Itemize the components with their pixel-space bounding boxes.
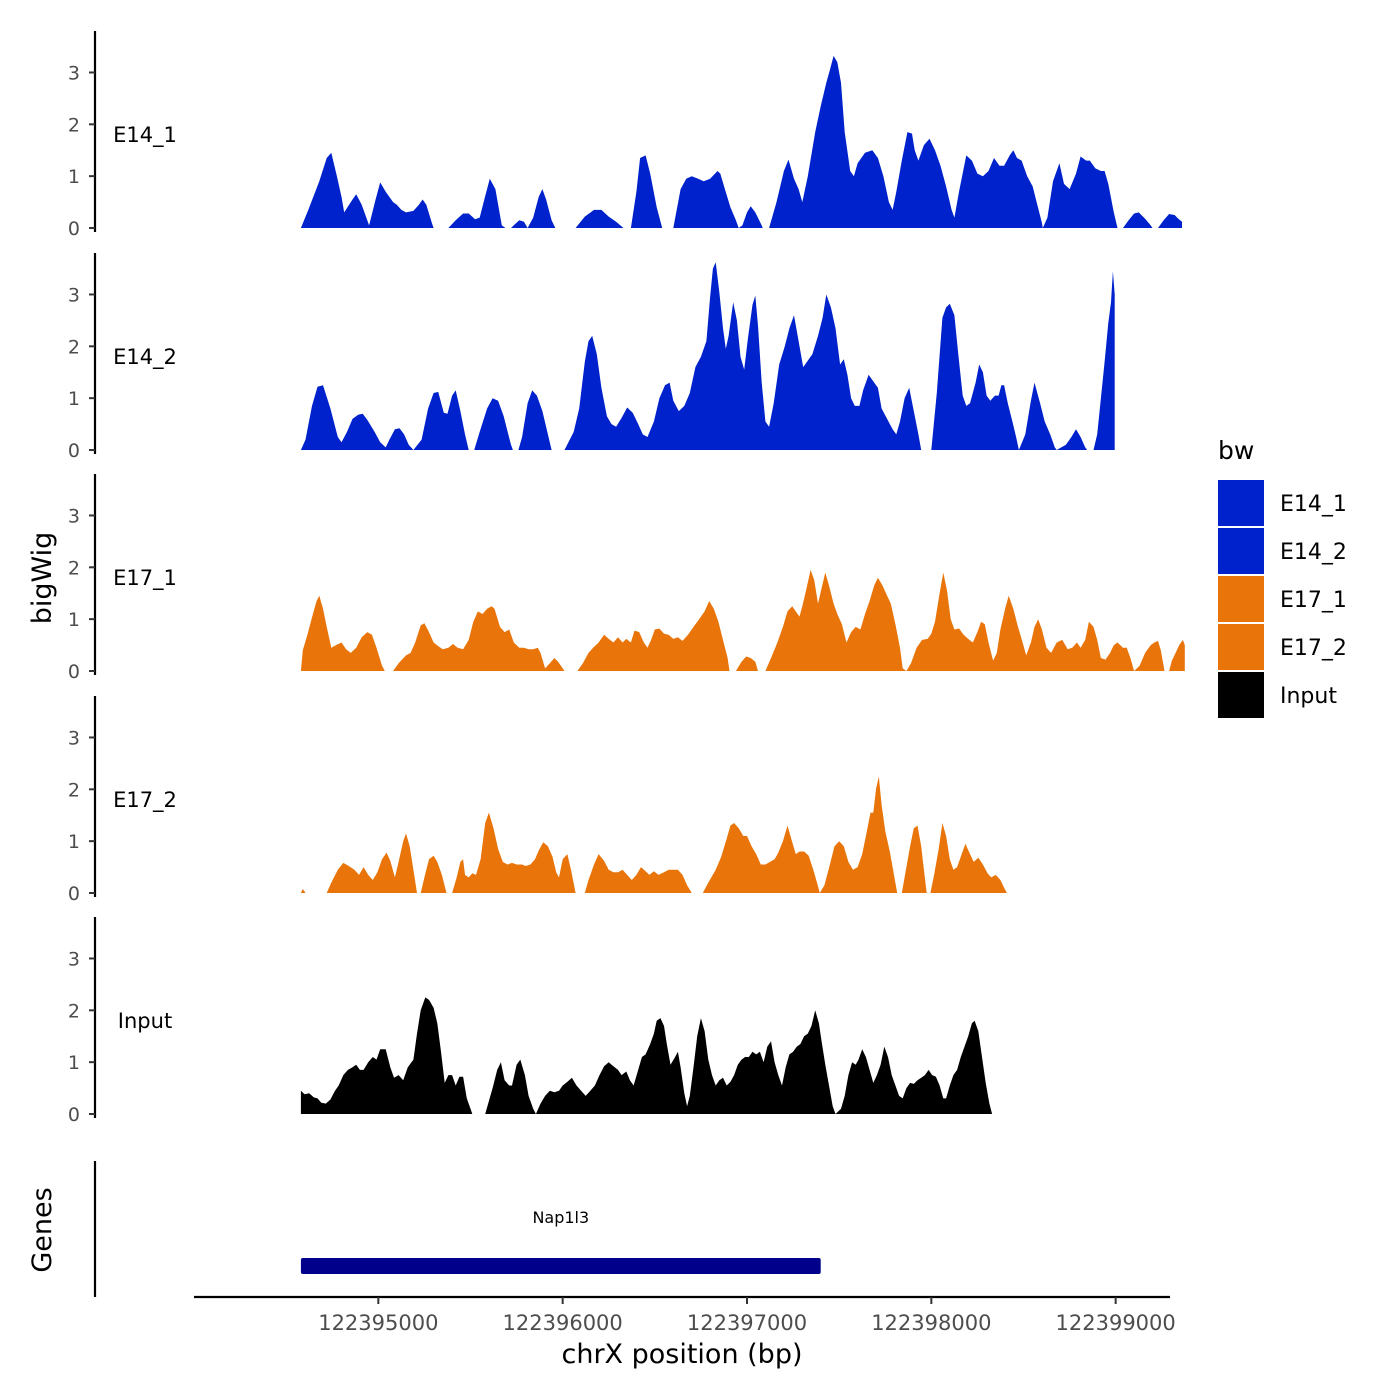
y-tick-label: 0	[68, 440, 80, 462]
legend-swatch	[1218, 528, 1264, 574]
track-e14-2: 0 1 2 3 E14_2	[68, 253, 1115, 462]
x-tick-label: 122398000	[871, 1311, 991, 1335]
y-tick-label: 1	[68, 831, 80, 853]
signal-tracks: 0 1 2 3 E14_1 0 1 2 3 E14_2 0 1 2 3 E17_1 0 1 2 3 E17_2 0 1 2 3…	[68, 31, 1185, 1126]
track-label: E14_2	[113, 345, 177, 370]
legend-swatch	[1218, 672, 1264, 718]
track-e17-2: 0 1 2 3 E17_2	[68, 696, 1007, 905]
genes-panel: Nap1l3	[93, 1161, 821, 1297]
legend: bw E14_1 E14_2 E17_1 E17_2 Input	[1218, 436, 1347, 718]
y-tick-label: 0	[68, 218, 80, 240]
y-tick-label: 2	[68, 336, 80, 358]
track-e17-1: 0 1 2 3 E17_1	[68, 474, 1185, 683]
y-tick-label: 0	[68, 883, 80, 905]
legend-label: E17_1	[1280, 588, 1347, 613]
y-tick-label: 3	[68, 505, 80, 527]
x-axis: 122395000 122396000 122397000 122398000 1223…	[194, 1295, 1176, 1335]
track-signal-area	[300, 262, 1115, 450]
x-axis-title: chrX position (bp)	[561, 1339, 802, 1370]
y-tick-label: 0	[68, 661, 80, 683]
x-tick-label: 122397000	[687, 1311, 807, 1335]
x-tick-label: 122399000	[1056, 1311, 1176, 1335]
legend-label: E14_2	[1280, 540, 1347, 565]
y-tick-label: 1	[68, 609, 80, 631]
track-label: E17_1	[113, 566, 177, 591]
y-tick-label: 1	[68, 1052, 80, 1074]
legend-item: Input	[1218, 672, 1337, 718]
legend-swatch	[1218, 624, 1264, 670]
y-tick-label: 2	[68, 779, 80, 801]
legend-label: E17_2	[1280, 636, 1347, 661]
y-tick-label: 3	[68, 62, 80, 84]
track-signal-area	[300, 776, 1007, 893]
legend-item: E17_2	[1218, 624, 1347, 670]
y-tick-label: 1	[68, 388, 80, 410]
track-label: Input	[118, 1009, 172, 1033]
legend-title: bw	[1218, 436, 1254, 465]
legend-item: E14_1	[1218, 480, 1347, 526]
track-signal-area	[300, 569, 1185, 671]
track-signal-area	[300, 997, 993, 1114]
genes-axis-title: Genes	[27, 1187, 58, 1272]
legend-label: E14_1	[1280, 492, 1347, 517]
legend-item: E14_2	[1218, 528, 1347, 574]
y-tick-label: 3	[68, 727, 80, 749]
track-label: E17_2	[113, 788, 177, 813]
y-tick-label: 2	[68, 1000, 80, 1022]
y-tick-label: 0	[68, 1104, 80, 1126]
track-signal-area	[300, 55, 1182, 229]
gene-label: Nap1l3	[532, 1208, 589, 1227]
y-tick-label: 2	[68, 557, 80, 579]
x-tick-label: 122396000	[503, 1311, 623, 1335]
legend-swatch	[1218, 480, 1264, 526]
x-tick-label: 122395000	[318, 1311, 438, 1335]
y-tick-label: 3	[68, 284, 80, 306]
legend-label: Input	[1280, 684, 1337, 709]
legend-item: E17_1	[1218, 576, 1347, 622]
y-tick-label: 3	[68, 948, 80, 970]
track-input: 0 1 2 3 Input	[68, 917, 993, 1126]
y-tick-label: 2	[68, 114, 80, 136]
y-tick-label: 1	[68, 166, 80, 188]
y-axis-title: bigWig	[27, 532, 58, 625]
gene-body	[300, 1258, 821, 1274]
track-e14-1: 0 1 2 3 E14_1	[68, 31, 1182, 240]
legend-swatch	[1218, 576, 1264, 622]
track-label: E14_1	[113, 123, 177, 148]
